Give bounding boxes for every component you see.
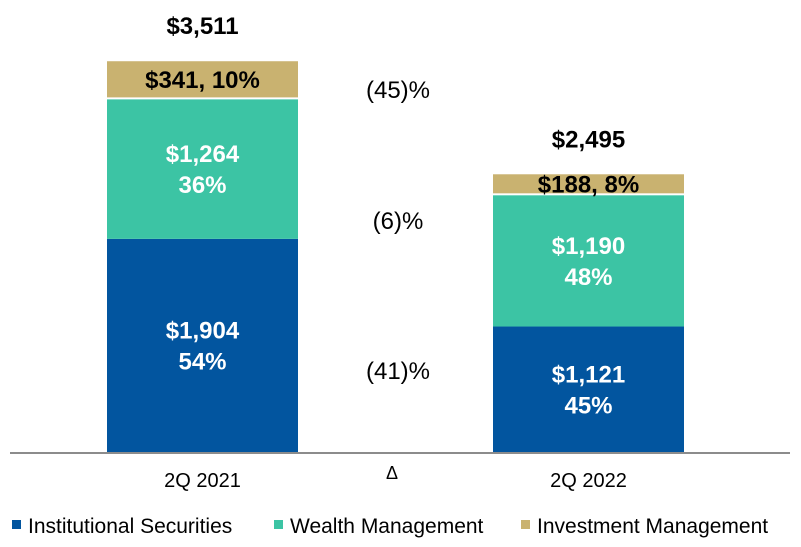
legend-swatch [12, 520, 21, 529]
bar-segment-investment-management-0 [107, 61, 298, 98]
x-tick-label: 2Q 2021 [164, 470, 241, 492]
data-label: $188, 8% [538, 171, 639, 198]
bar-total-label: $3,511 [166, 13, 238, 40]
data-label: 36% [178, 172, 226, 199]
data-label: $1,264 [166, 141, 240, 168]
data-label: $341, 10% [145, 67, 260, 94]
change-annotation: (45)% [366, 77, 430, 104]
bar-segment-institutional-securities-1 [493, 326, 684, 452]
bar-total-label: $2,495 [552, 126, 625, 153]
delta-label: Δ [386, 463, 398, 483]
legend-entry: Investment Management [537, 515, 768, 538]
legend-entry: Wealth Management [290, 515, 484, 538]
x-tick-label: 2Q 2022 [550, 470, 627, 492]
bar-segment-investment-management-1 [493, 174, 684, 194]
data-label: 54% [178, 348, 226, 375]
data-label: $1,121 [552, 361, 625, 388]
data-label: 45% [564, 392, 612, 419]
legend-swatch [274, 520, 283, 529]
data-label: $1,190 [552, 233, 625, 260]
bar-segment-institutional-securities-0 [107, 238, 298, 452]
legend-entry: Institutional Securities [28, 515, 232, 538]
data-label: 48% [564, 264, 612, 291]
change-annotation: (41)% [366, 358, 430, 385]
bar-segment-wealth-management-1 [493, 195, 684, 327]
bar-segment-wealth-management-0 [107, 99, 298, 239]
legend-swatch [521, 520, 530, 529]
change-annotation: (6)% [373, 208, 424, 235]
data-label: $1,904 [166, 317, 240, 344]
